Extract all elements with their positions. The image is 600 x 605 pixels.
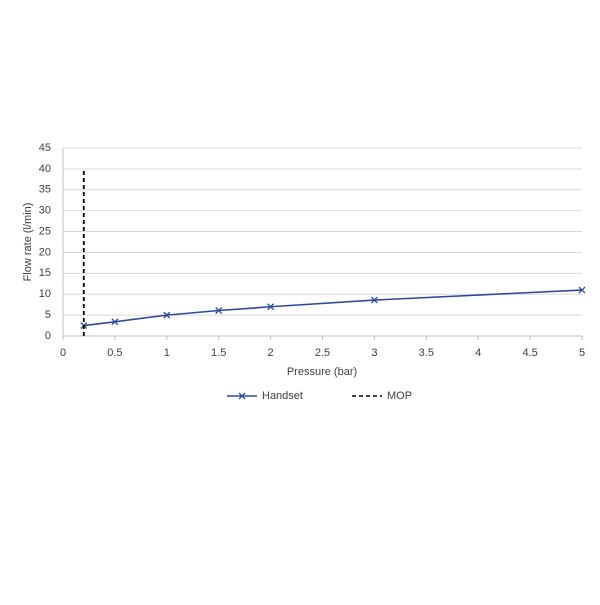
- y-tick-label: 20: [39, 246, 51, 258]
- x-tick-label: 2: [268, 347, 274, 359]
- y-tick-label: 5: [45, 309, 51, 321]
- x-tick-label: 2.5: [315, 347, 330, 359]
- legend-label: Handset: [262, 390, 303, 402]
- legend-label: MOP: [387, 390, 412, 402]
- x-tick-label: 4.5: [522, 347, 537, 359]
- x-tick-label: 4: [475, 347, 481, 359]
- x-tick-label: 1: [164, 347, 170, 359]
- marker: [163, 311, 171, 319]
- x-tick-label: 3.5: [419, 347, 434, 359]
- y-tick-label: 40: [39, 163, 51, 175]
- x-tick-label: 0.5: [107, 347, 122, 359]
- x-tick-label: 3: [371, 347, 377, 359]
- x-axis-label: Pressure (bar): [287, 366, 357, 378]
- x-tick-label: 5: [579, 347, 585, 359]
- y-tick-label: 15: [39, 267, 51, 279]
- y-tick-label: 0: [45, 330, 51, 342]
- marker: [215, 307, 223, 314]
- legend-marker: [238, 392, 246, 400]
- x-tick-label: 0: [60, 347, 66, 359]
- x-tick-label: 1.5: [211, 347, 226, 359]
- y-axis-label: Flow rate (l/min): [22, 203, 34, 282]
- marker: [578, 286, 586, 294]
- marker: [267, 303, 275, 311]
- y-tick-label: 10: [39, 288, 51, 300]
- y-tick-label: 25: [39, 225, 51, 237]
- marker: [111, 318, 119, 326]
- y-tick-label: 35: [39, 184, 51, 196]
- marker: [370, 296, 378, 304]
- y-tick-label: 30: [39, 205, 51, 217]
- series-line: [83, 289, 583, 327]
- y-tick-label: 45: [39, 142, 51, 154]
